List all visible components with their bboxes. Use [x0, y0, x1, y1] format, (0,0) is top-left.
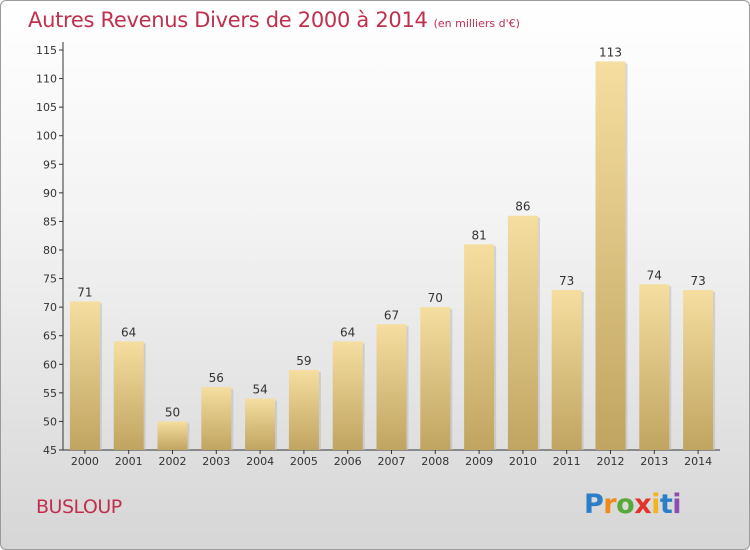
y-tick-label: 60 [43, 358, 57, 371]
y-axis: 45 50 55 60 65 70 75 80 85 90 95 100 105 110 115 [36, 42, 64, 457]
y-tick-label: 95 [43, 158, 57, 171]
bar [376, 324, 407, 450]
data-label: 54 [252, 383, 267, 397]
data-label: 113 [599, 45, 622, 59]
x-tick-label: 2009 [465, 455, 493, 468]
data-label: 73 [690, 274, 705, 288]
bar [639, 284, 670, 450]
x-tick-label: 2003 [202, 455, 230, 468]
data-label: 64 [340, 325, 355, 339]
logo-letter: i [651, 489, 660, 520]
x-tick-label: 2001 [115, 455, 143, 468]
data-labels: 71 64 50 56 54 59 64 67 70 81 86 73 113 74 73 [77, 45, 705, 419]
y-tick-label: 100 [36, 130, 57, 143]
y-tick-label: 55 [43, 387, 57, 400]
logo-letter: t [659, 489, 673, 520]
bar [551, 290, 582, 450]
x-tick-label: 2000 [71, 455, 99, 468]
chart-title: Autres Revenus Divers de 2000 à 2014 (en … [28, 8, 520, 32]
data-label: 50 [165, 405, 180, 419]
bar [420, 307, 451, 450]
x-tick-label: 2005 [290, 455, 318, 468]
data-label: 70 [428, 291, 443, 305]
x-tick-label: 2012 [597, 455, 625, 468]
y-tick-label: 50 [43, 415, 57, 428]
bars [69, 61, 716, 451]
x-tick-label: 2008 [421, 455, 449, 468]
data-label: 64 [121, 325, 136, 339]
x-tick-label: 2002 [159, 455, 187, 468]
chart-subtitle: (en milliers d'€) [433, 17, 520, 30]
x-tick-label: 2013 [640, 455, 668, 468]
bar [245, 398, 276, 450]
bar [464, 244, 495, 450]
y-tick-label: 65 [43, 330, 57, 343]
x-tick-label: 2014 [684, 455, 712, 468]
commune-name: BUSLOUP [36, 496, 122, 518]
y-tick-label: 45 [43, 444, 57, 457]
y-tick-label: 85 [43, 215, 57, 228]
x-tick-label: 2006 [334, 455, 362, 468]
y-tick-label: 80 [43, 244, 57, 257]
x-tick-label: 2007 [378, 455, 406, 468]
logo-letter: P [584, 489, 604, 520]
y-tick-label: 115 [36, 44, 57, 57]
data-label: 86 [515, 200, 530, 214]
x-tick-label: 2010 [509, 455, 537, 468]
logo-letter: o [616, 489, 635, 520]
bar [332, 341, 363, 450]
y-tick-label: 75 [43, 273, 57, 286]
bar [113, 341, 144, 450]
bar [201, 387, 232, 450]
y-tick-label: 110 [36, 73, 57, 86]
bar [595, 61, 626, 451]
bar [507, 215, 538, 450]
y-tick-label: 70 [43, 301, 57, 314]
data-label: 71 [77, 285, 92, 299]
logo-letter: i [672, 489, 682, 520]
data-label: 81 [471, 228, 486, 242]
bar [683, 290, 714, 450]
data-label: 73 [559, 274, 574, 288]
data-label: 59 [296, 354, 311, 368]
logo-letter: x [634, 489, 652, 520]
x-axis: 2000 2001 2002 2003 2004 2005 2006 2007 2008 2009… [63, 449, 720, 468]
data-label: 56 [209, 371, 224, 385]
y-tick-label: 90 [43, 187, 57, 200]
logo-letter: r [603, 489, 617, 520]
bar [69, 301, 100, 450]
bar [157, 421, 188, 450]
data-label: 74 [647, 268, 662, 282]
y-tick-label: 105 [36, 101, 57, 114]
data-label: 67 [384, 308, 399, 322]
proxiti-logo[interactable]: Proxiti [584, 489, 682, 520]
x-tick-label: 2004 [246, 455, 274, 468]
bar [288, 370, 319, 450]
x-tick-label: 2011 [553, 455, 581, 468]
